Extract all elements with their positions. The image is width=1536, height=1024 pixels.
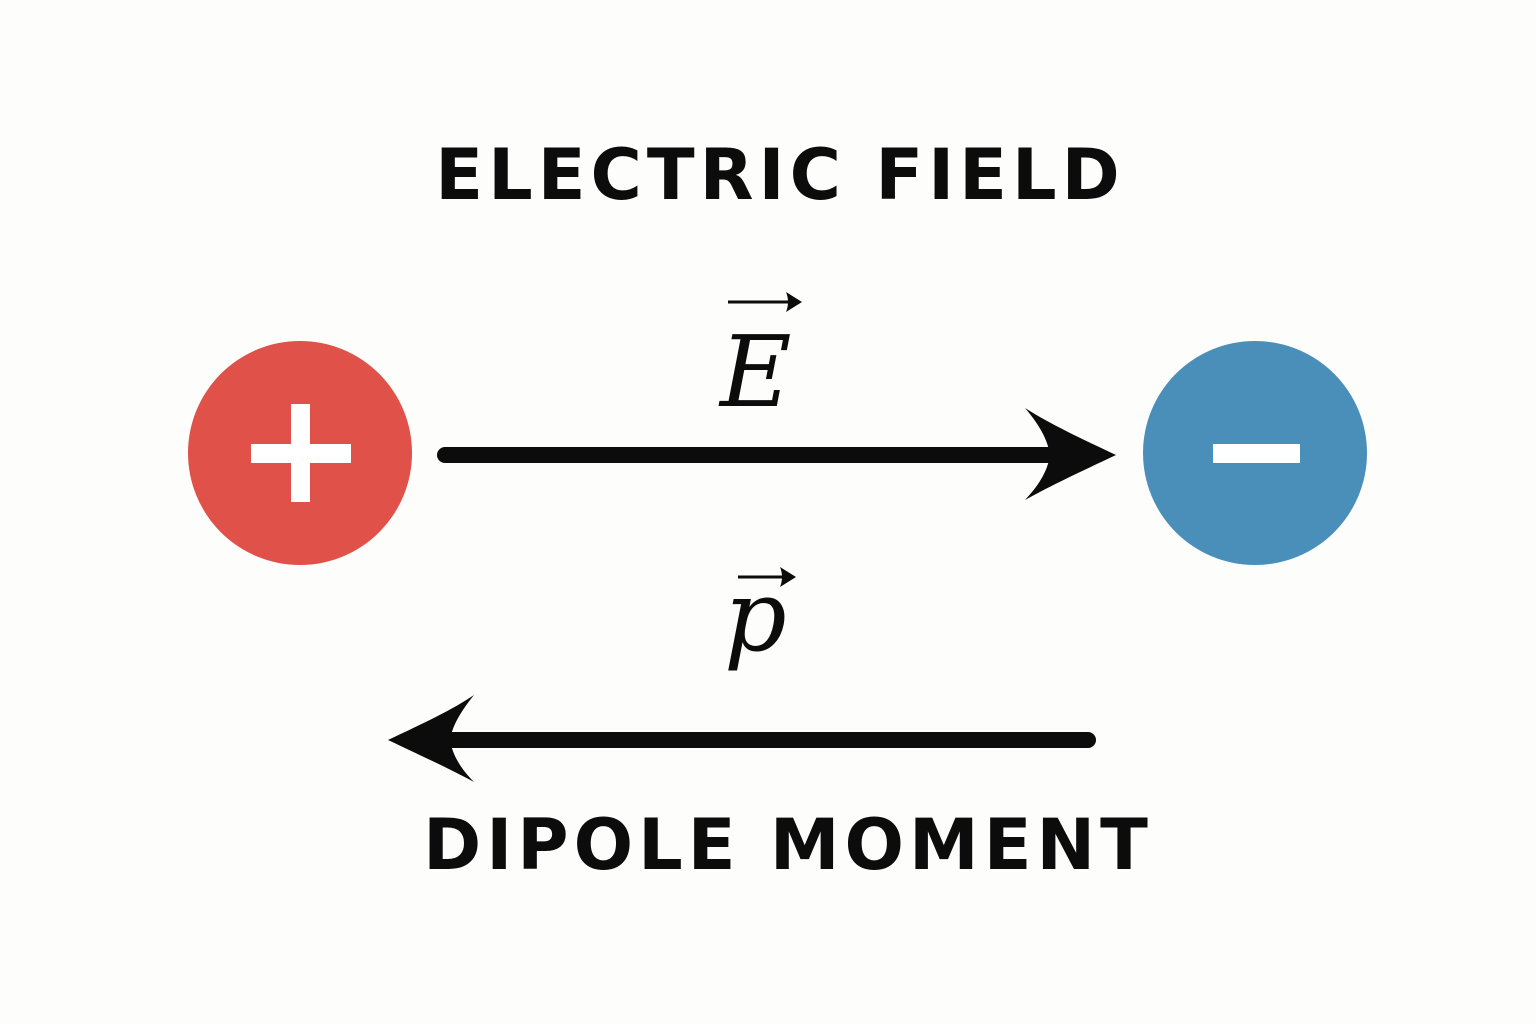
electric-field-title: ELECTRIC FIELD: [435, 134, 1125, 216]
vector-arrow-icon: [738, 567, 796, 587]
plus-sign-icon: [251, 404, 351, 502]
p-symbol-text: p: [724, 560, 787, 674]
dipole-moment-title: DIPOLE MOMENT: [423, 804, 1153, 886]
e-vector-symbol: E: [718, 292, 802, 430]
minus-sign-icon: [1213, 444, 1300, 463]
dipole-moment-arrow: [388, 695, 1096, 782]
e-symbol-text: E: [718, 316, 792, 430]
p-vector-symbol: p: [724, 560, 796, 674]
electric-field-arrow: [437, 408, 1116, 500]
vector-arrow-icon: [728, 292, 802, 312]
